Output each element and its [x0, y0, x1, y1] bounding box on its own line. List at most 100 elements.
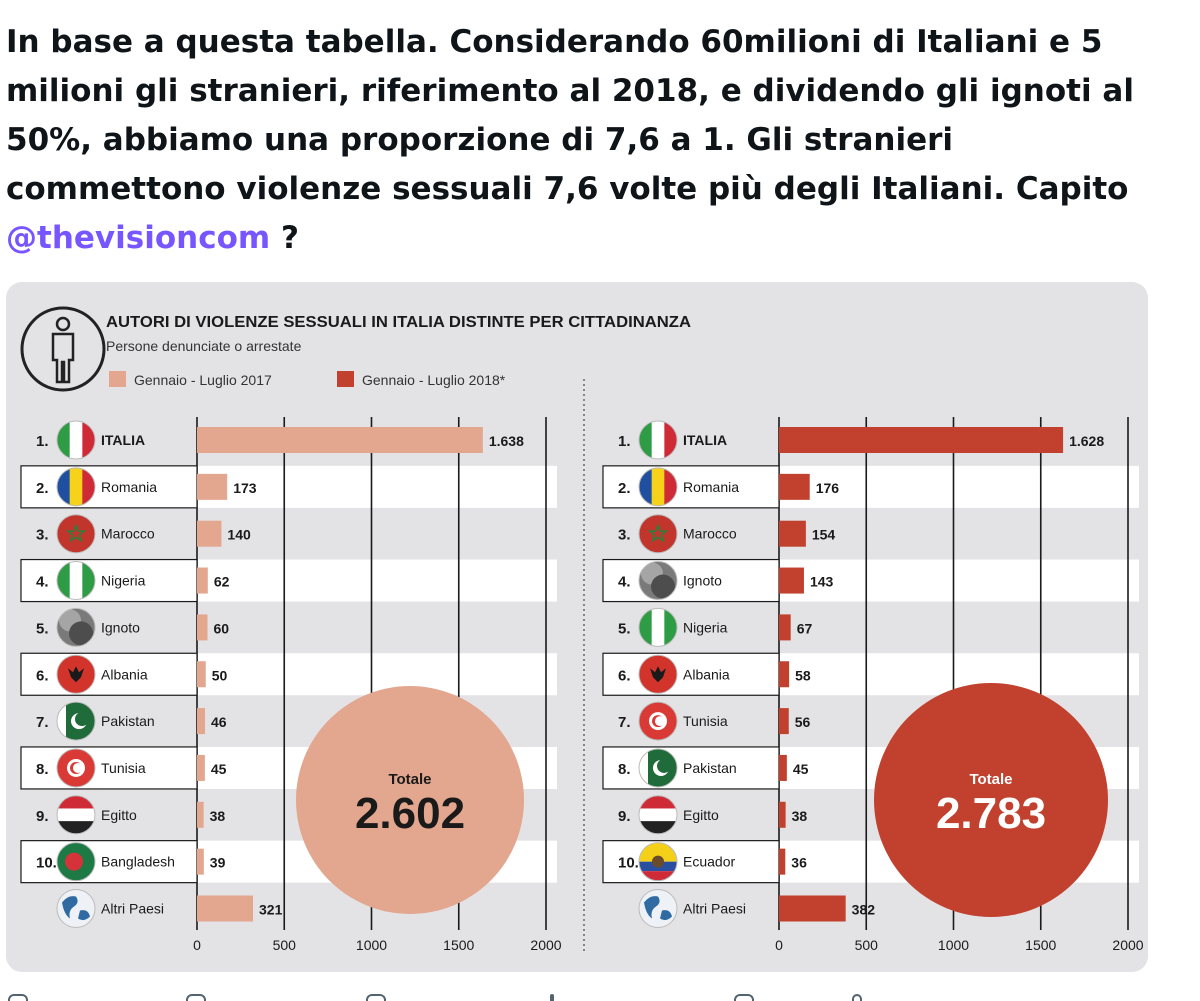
tweet-line-3: 50%, abbiamo una proporzione di 7,6 a 1.… — [6, 122, 954, 158]
flag-romania-clip — [639, 467, 677, 506]
tweet-header-cutoff — [0, 0, 1200, 12]
category-label: Bangladesh — [101, 854, 175, 870]
like-icon[interactable] — [366, 994, 386, 1001]
albania-flag-icon — [56, 654, 96, 694]
share-icon[interactable] — [852, 994, 862, 1001]
rank-label: 7. — [36, 714, 49, 731]
flag-stripe — [639, 842, 677, 862]
bar-value-label: 67 — [797, 620, 813, 636]
rank-label: 10. — [36, 855, 57, 872]
flag-emblem — [652, 855, 664, 868]
flag-nigeria-clip — [639, 608, 677, 647]
category-label: Egitto — [683, 807, 719, 823]
category-label: Albania — [683, 666, 730, 682]
flag-italy-clip — [57, 421, 95, 459]
flag-eagle — [68, 666, 84, 683]
mention-link[interactable]: @thevisioncom — [6, 220, 271, 256]
category-label: Albania — [101, 666, 148, 682]
flag-field — [57, 889, 95, 928]
bar-value-label: 140 — [227, 527, 251, 543]
x-tick-label: 1500 — [1025, 937, 1056, 953]
flag-outline — [638, 420, 678, 460]
category-label: ITALIA — [683, 432, 727, 448]
flag-stripe — [639, 808, 677, 822]
x-tick-label: 0 — [775, 937, 783, 953]
infographic-chart: AUTORI DI VIOLENZE SESSUALI IN ITALIA DI… — [20, 306, 1144, 953]
bar-value-label: 50 — [212, 667, 228, 683]
total-label: Totale — [388, 771, 431, 788]
flag-outline — [638, 748, 678, 788]
egypt-flag-icon — [56, 795, 96, 835]
bar-albania — [197, 661, 206, 688]
rank-label: 6. — [36, 667, 49, 684]
flag-globe-clip — [639, 889, 677, 928]
flag-outline — [56, 467, 96, 507]
flag-outline — [638, 889, 678, 928]
flag-disc — [65, 852, 83, 871]
italy-flag-icon — [56, 420, 96, 460]
legend-label-2017: Gennaio - Luglio 2017 — [134, 372, 272, 388]
flag-stripe — [57, 821, 95, 834]
category-label: Ignoto — [683, 573, 722, 589]
rank-label: 5. — [36, 620, 49, 637]
bar-value-label: 45 — [793, 761, 809, 777]
flag-stripe — [69, 467, 83, 506]
flag-stripe — [664, 421, 677, 459]
flag-tunisia-clip — [639, 702, 677, 741]
rank-label: 10. — [618, 855, 639, 872]
flag-outline — [638, 654, 678, 694]
bar-value-label: 1.628 — [1069, 433, 1104, 449]
table-cell — [20, 465, 198, 509]
infographic-image[interactable]: AUTORI DI VIOLENZE SESSUALI IN ITALIA DI… — [6, 282, 1148, 972]
table-cell — [602, 652, 780, 696]
tweet-line-4: commettono violenze sessuali 7,6 volte p… — [6, 171, 1129, 207]
bar-pakistan — [779, 754, 787, 781]
category-label: Marocco — [683, 526, 737, 542]
pakistan-flag-icon — [56, 701, 96, 741]
rank-label: 5. — [618, 620, 631, 637]
views-icon[interactable] — [550, 994, 554, 1001]
bar-nigeria — [197, 567, 208, 594]
table-cell — [602, 840, 780, 884]
bar-romania — [779, 473, 810, 500]
table-cell — [20, 840, 198, 884]
bar-value-label: 60 — [213, 620, 229, 636]
italy-flag-icon — [638, 420, 678, 460]
flag-stripe — [57, 421, 71, 459]
row-stripe — [603, 512, 1139, 555]
repost-icon[interactable] — [186, 994, 206, 1001]
x-tick-label: 1000 — [938, 937, 969, 953]
x-tick-label: 1500 — [443, 937, 474, 953]
bar-romania — [197, 473, 228, 500]
bar-italia — [779, 427, 1064, 453]
flag-stripe — [639, 467, 653, 506]
rank-label: 1. — [36, 433, 49, 450]
rank-label: 8. — [618, 761, 631, 778]
tweet-line-5-suffix: ? — [270, 220, 299, 256]
table-cell — [602, 465, 780, 509]
legend-label-2018: Gennaio - Luglio 2018* — [362, 372, 506, 388]
bar-bangladesh — [197, 848, 204, 875]
flag-field — [639, 889, 677, 928]
flag-outline — [638, 607, 678, 647]
category-label: Romania — [101, 479, 157, 495]
flag-stripe — [651, 467, 665, 506]
flag-field — [639, 514, 677, 553]
globe-land — [660, 910, 672, 921]
flag-unknown-clip — [57, 608, 95, 647]
row-stripe — [21, 512, 557, 555]
reply-icon[interactable] — [8, 994, 28, 1001]
flag-stripe — [69, 561, 83, 600]
tweet-text: In base a questa tabella. Considerando 6… — [6, 18, 1166, 263]
flag-stripe — [651, 608, 665, 647]
category-label: Ignoto — [101, 619, 140, 635]
person-icon — [20, 306, 106, 392]
rank-label: 3. — [618, 527, 631, 544]
bar-ignoto — [779, 567, 804, 594]
romania-flag-icon — [638, 467, 678, 507]
rank-label: 2. — [36, 480, 49, 497]
bookmark-icon[interactable] — [734, 994, 754, 1001]
rank-label: 3. — [36, 527, 49, 544]
bar-value-label: 154 — [812, 527, 836, 543]
